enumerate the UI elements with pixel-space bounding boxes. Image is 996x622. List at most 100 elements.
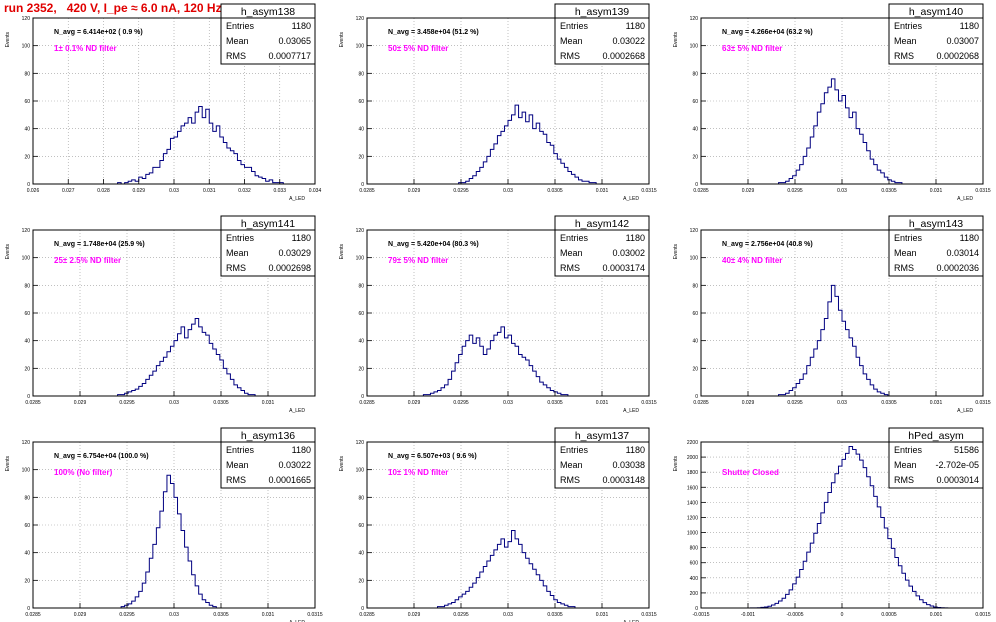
x-tick-label: 0.0295 <box>119 612 135 618</box>
stats-label-mean: Mean <box>894 248 917 258</box>
x-tick-label: 0.0285 <box>359 612 375 618</box>
filter-label: 79± 5% ND filter <box>388 256 448 265</box>
histogram-series-line <box>367 530 649 609</box>
y-tick-label: 20 <box>24 366 30 372</box>
y-tick-label: 120 <box>690 16 699 22</box>
y-tick-label: 40 <box>24 551 30 557</box>
stats-box <box>554 3 650 65</box>
stats-value-entries: 1180 <box>292 233 311 243</box>
filter-label: Shutter Closed <box>722 468 779 477</box>
y-tick-label: 40 <box>358 127 364 133</box>
y-tick-label: 120 <box>22 228 31 234</box>
x-tick-label: 0.029 <box>742 400 755 406</box>
stats-label-rms: RMS <box>226 51 246 61</box>
navg-label: N_avg = 3.458e+04 (51.2 %) <box>388 29 479 36</box>
y-tick-label: 120 <box>22 16 31 22</box>
navg-label: N_avg = 6.754e+04 (100.0 %) <box>54 453 149 460</box>
x-tick-label: 0.0305 <box>547 400 563 406</box>
x-axis-title: A_LED <box>289 196 305 202</box>
navg-label: N_avg = 2.756e+04 (40.8 %) <box>722 241 813 248</box>
run-title: run 2352, 420 V, I_pe ≈ 6.0 nA, 120 Hz <box>4 1 222 15</box>
y-axis-title: Events <box>673 32 679 48</box>
x-tick-label: 0.0285 <box>693 188 709 194</box>
y-axis-title: Events <box>673 244 679 260</box>
x-tick-label: 0.031 <box>596 400 609 406</box>
x-tick-label: 0.001 <box>930 612 943 618</box>
x-tick-label: 0.0305 <box>547 612 563 618</box>
y-tick-label: 20 <box>692 366 698 372</box>
filter-label: 50± 5% ND filter <box>388 44 448 53</box>
histogram-panel-hPed_asym: 0 200 400 600 800 1000 1200 1400 1600 1800 2000 220… <box>673 427 991 618</box>
x-tick-label: 0.031 <box>262 400 275 406</box>
stats-label-rms: RMS <box>226 475 246 485</box>
y-axis-title: Events <box>339 456 345 472</box>
y-tick-label: 120 <box>690 228 699 234</box>
stats-value-entries: 1180 <box>626 445 645 455</box>
x-tick-label: 0.028 <box>97 188 110 194</box>
stats-value-entries: 1180 <box>292 21 311 31</box>
x-tick-label: 0.033 <box>273 188 286 194</box>
stats-value-mean: 0.03029 <box>278 248 311 258</box>
stats-value-rms: 0.0002036 <box>936 263 979 273</box>
y-tick-label: 40 <box>358 551 364 557</box>
x-axis-title: A_LED <box>957 408 973 414</box>
histogram-series-line <box>701 446 983 609</box>
navg-label: N_avg = 4.266e+04 (63.2 %) <box>722 29 813 36</box>
y-tick-label: 600 <box>690 561 699 567</box>
stats-box <box>220 215 316 277</box>
y-tick-label: 40 <box>692 339 698 345</box>
stats-label-entries: Entries <box>226 21 255 31</box>
stats-value-entries: 1180 <box>960 233 979 243</box>
y-tick-label: 60 <box>24 99 30 105</box>
x-tick-label: 0.0295 <box>453 188 469 194</box>
y-tick-label: 60 <box>358 311 364 317</box>
histogram-panel-h_asym139: 0 20 40 60 80 100 120 0.0285 0.029 0.0295 0.03 0.03… <box>339 3 657 202</box>
y-tick-label: 120 <box>356 228 365 234</box>
y-tick-label: 100 <box>22 468 31 474</box>
stats-label-rms: RMS <box>894 475 914 485</box>
stats-label-entries: Entries <box>560 445 589 455</box>
x-axis-title: A_LED <box>289 620 305 622</box>
histogram-name: hPed_asym <box>908 430 964 442</box>
y-tick-label: 80 <box>358 283 364 289</box>
y-tick-label: 0 <box>361 394 364 400</box>
y-tick-label: 0 <box>695 182 698 188</box>
x-tick-label: 0.031 <box>203 188 216 194</box>
histogram-panel-h_asym136: 0 20 40 60 80 100 120 0.0285 0.029 0.0295 0.03 0.03… <box>5 427 323 622</box>
y-tick-label: 0 <box>27 182 30 188</box>
stats-value-rms: 0.0002668 <box>602 51 645 61</box>
y-tick-label: 120 <box>356 440 365 446</box>
y-tick-label: 80 <box>692 71 698 77</box>
x-tick-label: 0.031 <box>596 188 609 194</box>
x-tick-label: 0.0305 <box>881 400 897 406</box>
x-tick-label: 0.0315 <box>307 612 323 618</box>
x-tick-label: 0.0305 <box>213 612 229 618</box>
stats-value-rms: 0.0003014 <box>936 475 979 485</box>
x-tick-label: 0.03 <box>503 188 513 194</box>
x-tick-label: 0.0015 <box>975 612 991 618</box>
navg-label: N_avg = 6.414e+02 ( 0.9 %) <box>54 29 143 36</box>
y-tick-label: 0 <box>695 394 698 400</box>
stats-label-entries: Entries <box>226 233 255 243</box>
x-tick-label: 0.0285 <box>693 400 709 406</box>
histogram-name: h_asym140 <box>909 6 963 18</box>
x-tick-label: 0.03 <box>169 612 179 618</box>
stats-box <box>554 427 650 489</box>
stats-label-rms: RMS <box>560 475 580 485</box>
stats-box <box>888 215 984 277</box>
x-tick-label: 0.0295 <box>119 400 135 406</box>
x-tick-label: 0.027 <box>62 188 75 194</box>
histogram-panel-h_asym143: 0 20 40 60 80 100 120 0.0285 0.029 0.0295 0.03 0.03… <box>673 215 991 414</box>
y-tick-label: 100 <box>22 44 31 50</box>
x-tick-label: 0.0305 <box>881 188 897 194</box>
navg-label: N_avg = 1.748e+04 (25.9 %) <box>54 241 145 248</box>
x-tick-label: 0.026 <box>27 188 40 194</box>
histogram-panel-h_asym141: 0 20 40 60 80 100 120 0.0285 0.029 0.0295 0.03 0.03… <box>5 215 316 414</box>
y-tick-label: 60 <box>692 311 698 317</box>
filter-label: 25± 2.5% ND filter <box>54 256 121 265</box>
y-tick-label: 1800 <box>687 470 698 476</box>
y-axis-title: Events <box>339 244 345 260</box>
x-tick-label: 0.0285 <box>359 188 375 194</box>
y-tick-label: 2000 <box>687 455 698 461</box>
